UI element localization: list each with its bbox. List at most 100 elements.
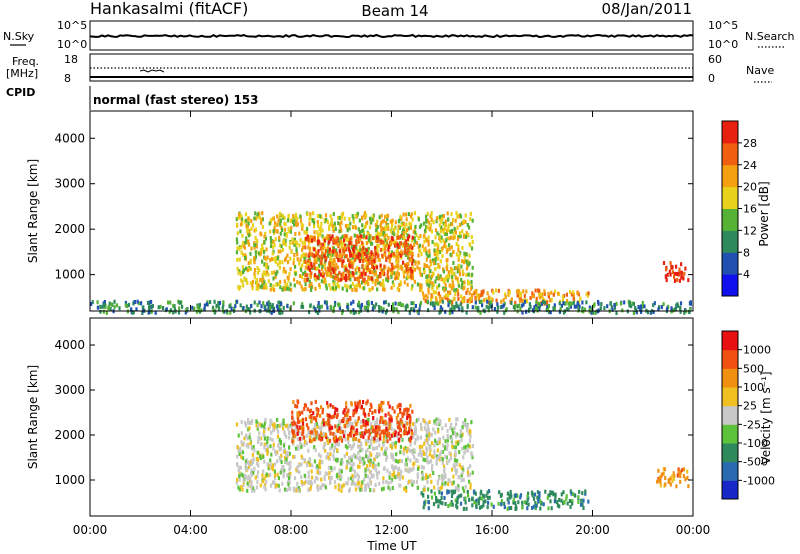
- range-gate-cell: [259, 278, 262, 282]
- range-gate-cell: [577, 307, 580, 312]
- range-gate-cell: [263, 434, 266, 439]
- range-gate-cell: [296, 469, 299, 473]
- range-gate-cell: [307, 263, 310, 268]
- range-gate-cell: [486, 299, 489, 304]
- range-gate-cell: [255, 456, 258, 461]
- range-gate-cell: [391, 236, 394, 241]
- range-gate-cell: [375, 238, 378, 243]
- range-gate-cell: [403, 408, 406, 413]
- range-gate-cell: [340, 469, 343, 474]
- range-gate-cell: [421, 476, 424, 481]
- range-gate-cell: [321, 410, 324, 415]
- range-gate-cell: [267, 307, 270, 312]
- range-gate-cell: [348, 217, 351, 221]
- range-gate-cell: [395, 260, 398, 265]
- range-gate-cell: [328, 426, 331, 431]
- range-gate-cell: [294, 421, 297, 426]
- range-gate-cell: [419, 270, 422, 275]
- range-gate-cell: [339, 239, 343, 244]
- range-gate-cell: [379, 240, 382, 245]
- range-gate-cell: [358, 271, 361, 276]
- range-gate-cell: [417, 417, 420, 422]
- range-gate-cell: [531, 308, 534, 313]
- range-gate-cell: [452, 480, 455, 485]
- range-gate-cell: [308, 479, 311, 484]
- range-gate-cell: [401, 412, 404, 417]
- range-gate-cell: [413, 308, 416, 313]
- range-gate-cell: [362, 277, 365, 282]
- range-gate-cell: [301, 247, 304, 252]
- range-gate-cell: [215, 303, 218, 308]
- range-gate-cell: [464, 449, 467, 453]
- range-gate-cell: [408, 309, 411, 314]
- range-gate-cell: [292, 257, 295, 262]
- range-gate-cell: [317, 233, 320, 237]
- range-gate-cell: [433, 449, 436, 454]
- range-gate-cell: [241, 450, 245, 455]
- range-gate-cell: [378, 406, 381, 411]
- range-gate-cell: [412, 480, 415, 485]
- y-tick-label: 1000: [54, 268, 85, 282]
- range-gate-cell: [469, 434, 472, 439]
- colorbar-tick-label: 28: [743, 137, 757, 150]
- range-gate-cell: [287, 424, 290, 429]
- range-gate-cell: [228, 304, 231, 309]
- range-gate-cell: [319, 230, 322, 235]
- range-gate-cell: [310, 419, 313, 424]
- range-gate-cell: [419, 248, 422, 253]
- range-gate-cell: [408, 469, 411, 474]
- range-gate-cell: [291, 431, 294, 436]
- range-gate-cell: [416, 265, 419, 270]
- range-gate-cell: [450, 245, 453, 250]
- range-gate-cell: [269, 483, 273, 488]
- range-gate-cell: [457, 214, 460, 219]
- range-gate-cell: [280, 453, 283, 458]
- range-gate-cell: [676, 272, 679, 276]
- range-gate-cell: [260, 247, 263, 252]
- range-gate-cell: [305, 479, 308, 484]
- range-gate-cell: [381, 219, 384, 224]
- range-gate-cell: [358, 438, 361, 443]
- range-gate-cell: [428, 460, 431, 464]
- range-gate-cell: [587, 499, 590, 504]
- range-gate-cell: [296, 280, 299, 285]
- range-gate-cell: [434, 257, 437, 262]
- range-gate-cell: [282, 421, 285, 426]
- range-gate-cell: [445, 295, 448, 300]
- range-gate-cell: [267, 272, 270, 277]
- range-gate-cell: [411, 217, 414, 222]
- range-gate-cell: [282, 449, 285, 454]
- range-gate-cell: [417, 244, 420, 249]
- range-gate-cell: [351, 467, 354, 472]
- range-gate-cell: [405, 212, 408, 217]
- range-gate-cell: [459, 222, 462, 227]
- range-gate-cell: [309, 303, 312, 308]
- range-gate-cell: [335, 251, 338, 256]
- range-gate-cell: [599, 306, 602, 311]
- range-gate-cell: [336, 236, 339, 241]
- range-gate-cell: [667, 478, 671, 483]
- range-gate-cell: [328, 471, 331, 475]
- range-gate-cell: [254, 235, 257, 240]
- colorbar-swatch: [722, 274, 738, 297]
- range-gate-cell: [372, 236, 375, 241]
- range-gate-cell: [411, 273, 415, 278]
- range-gate-cell: [451, 228, 454, 233]
- range-gate-cell: [449, 291, 452, 295]
- range-gate-cell: [284, 222, 287, 227]
- range-gate-cell: [455, 462, 458, 467]
- range-gate-cell: [376, 250, 379, 255]
- range-gate-cell: [260, 304, 263, 309]
- range-gate-cell: [236, 445, 239, 450]
- range-gate-cell: [178, 306, 181, 311]
- range-gate-cell: [422, 449, 425, 454]
- range-gate-cell: [462, 286, 465, 291]
- range-gate-cell: [425, 473, 428, 478]
- range-gate-cell: [393, 254, 396, 258]
- range-gate-cell: [426, 480, 429, 485]
- range-gate-cell: [306, 212, 309, 217]
- range-gate-cell: [552, 292, 555, 297]
- range-gate-cell: [446, 298, 450, 302]
- range-gate-cell: [481, 292, 484, 297]
- range-gate-cell: [300, 480, 303, 484]
